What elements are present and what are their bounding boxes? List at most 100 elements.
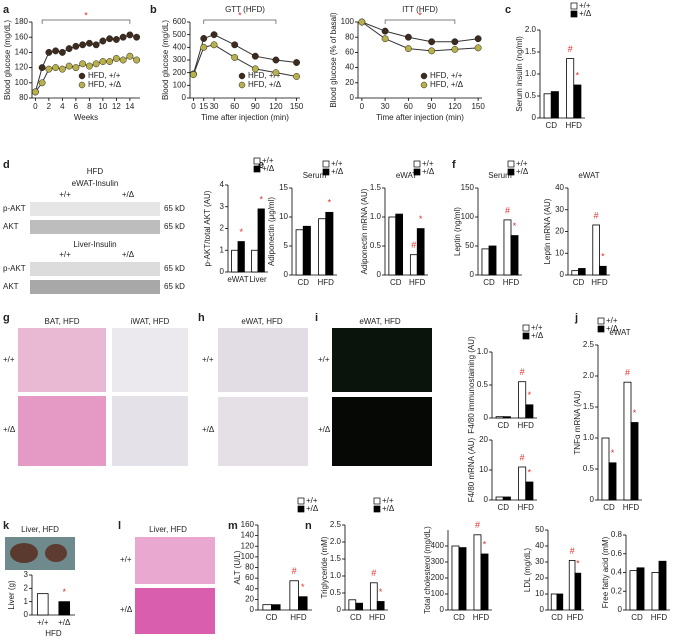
legend-label: HFD, +/+ xyxy=(430,71,463,80)
blot-strip xyxy=(30,220,160,234)
point xyxy=(272,69,280,77)
point xyxy=(45,65,53,73)
line xyxy=(192,34,297,75)
point xyxy=(85,39,93,47)
y-tick-label: 2.0 xyxy=(330,537,342,546)
x-tick-label: CD xyxy=(453,613,465,622)
legend-label: HFD, +/Δ xyxy=(248,80,282,89)
x-tick-label: CD xyxy=(551,613,563,622)
bar xyxy=(525,404,534,419)
legend-swatch xyxy=(373,497,381,505)
panel-letter: h xyxy=(198,312,205,324)
legend-label: +/Δ xyxy=(531,331,544,340)
point xyxy=(231,41,239,49)
chart-title: GTT (HFD) xyxy=(225,5,265,14)
panel-letter: d xyxy=(3,159,10,171)
y-tick-label: 40 xyxy=(555,183,564,192)
image-row-label: +/Δ xyxy=(120,605,133,614)
annotation: # xyxy=(292,566,297,576)
point xyxy=(189,71,197,79)
legend-label: +/Δ xyxy=(579,9,592,18)
y-tick-label: 1.0 xyxy=(370,212,382,221)
y-tick-label: 10 xyxy=(555,248,564,257)
panel-letter: g xyxy=(3,312,10,324)
x-tick-label: Liver xyxy=(249,275,267,284)
chart-title: Serum xyxy=(488,171,512,180)
bar xyxy=(503,219,512,276)
blot-genotype: +/+ xyxy=(59,190,71,199)
chart-title: eWAT xyxy=(609,328,630,337)
x-tick-label: HFD xyxy=(503,278,520,287)
y-tick-label: 1 xyxy=(220,245,225,254)
x-tick-label: HFD xyxy=(518,503,535,512)
x-tick-label: HFD xyxy=(369,613,386,622)
x-tick-label: 90 xyxy=(427,102,436,111)
annotation: * xyxy=(238,10,242,20)
y-tick-label: 2.0 xyxy=(525,25,537,34)
x-tick-label: CD xyxy=(483,278,495,287)
y-tick-label: 80 xyxy=(245,563,254,572)
x-tick-label: HFD xyxy=(290,613,307,622)
point xyxy=(231,54,239,61)
y-tick-label: 400 xyxy=(173,42,187,51)
y-axis-label: Blood glucose (mg/dL) xyxy=(3,20,12,100)
blot-kd: 65 kD xyxy=(164,264,185,273)
y-tick-label: 140 xyxy=(241,531,255,540)
legend-swatch xyxy=(507,168,515,176)
x-tick-label: 30 xyxy=(210,102,219,111)
point xyxy=(112,36,120,43)
x-tick-label: 150 xyxy=(290,102,304,111)
y-tick-label: 0 xyxy=(484,495,489,504)
point xyxy=(92,41,100,49)
significance-bracket xyxy=(203,19,277,24)
bar xyxy=(58,601,71,616)
y-tick-label: 10 xyxy=(279,212,288,221)
x-tick-label: +/+ xyxy=(37,618,49,627)
line xyxy=(361,21,479,43)
x-tick-label: 6 xyxy=(74,102,79,111)
bar xyxy=(518,466,527,501)
legend-swatch xyxy=(297,505,305,513)
y-tick-label: 2 xyxy=(24,583,29,592)
panel-letter: b xyxy=(150,4,157,16)
y-tick-label: 0 xyxy=(484,413,489,422)
point xyxy=(404,33,412,41)
x-tick-label: 30 xyxy=(381,102,390,111)
annotation: # xyxy=(475,520,480,530)
image xyxy=(332,397,432,466)
y-axis-label: p-AKT/total AKT (AU) xyxy=(203,190,212,266)
annotation: # xyxy=(520,452,525,462)
legend-label: HFD, +/Δ xyxy=(430,80,464,89)
y-tick-label: 4 xyxy=(220,180,225,189)
image xyxy=(332,328,432,392)
y-tick-label: 0 xyxy=(337,605,342,614)
image xyxy=(218,328,308,392)
y-tick-label: 100 xyxy=(341,17,355,26)
point xyxy=(79,60,87,68)
y-tick-label: 80 xyxy=(345,32,354,41)
bar xyxy=(601,437,610,501)
bar xyxy=(355,602,364,611)
y-tick-label: 10 xyxy=(479,465,488,474)
panel-letter: m xyxy=(228,520,238,532)
y-tick-label: 100 xyxy=(15,78,29,87)
line xyxy=(361,21,479,52)
x-tick-label: HFD xyxy=(566,121,583,130)
image-title: Liver, HFD xyxy=(21,525,59,534)
y-tick-label: 0.6 xyxy=(611,549,623,558)
blot-label: Liver-Insulin xyxy=(73,240,116,249)
legend-label: +/Δ xyxy=(262,164,275,173)
panel-letter: a xyxy=(3,4,10,16)
x-tick-label: 15 xyxy=(199,102,208,111)
bar xyxy=(289,580,299,611)
blot-strip xyxy=(30,262,160,276)
x-tick-label: 0 xyxy=(33,102,38,111)
y-tick-label: 0.5 xyxy=(370,241,382,250)
legend-label: +/Δ xyxy=(516,167,529,176)
x-axis-label: Time after injection (min) xyxy=(376,113,464,122)
legend-swatch xyxy=(322,168,330,176)
annotation: * xyxy=(419,214,423,224)
point xyxy=(58,48,66,56)
x-tick-label: HFD xyxy=(409,278,426,287)
